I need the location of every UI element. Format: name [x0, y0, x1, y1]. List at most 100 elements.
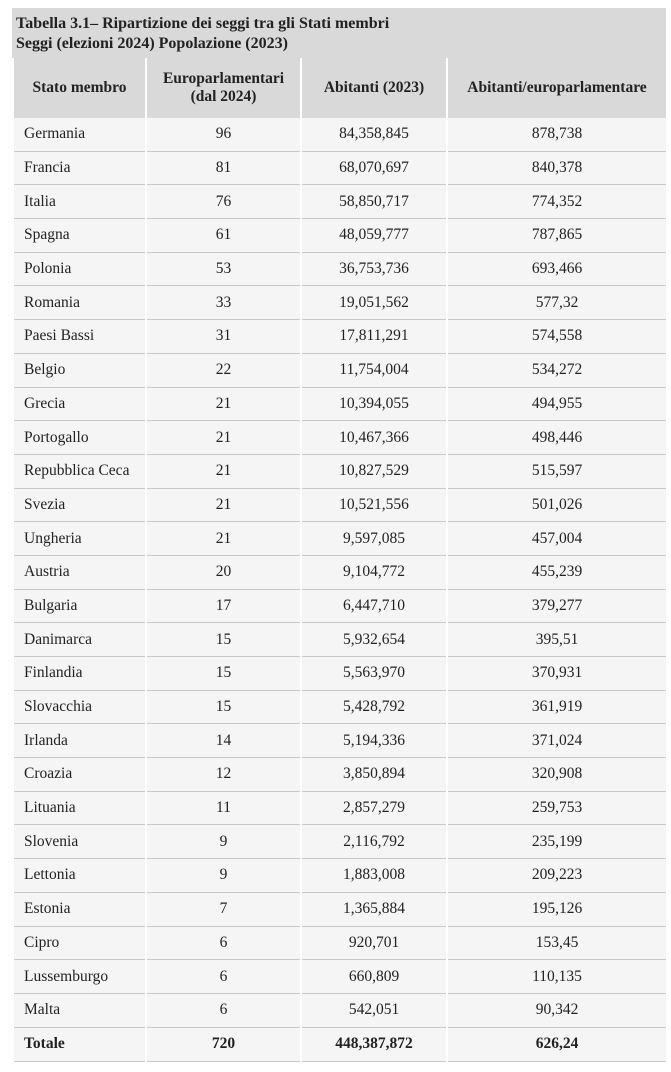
table-cell: 534,272 — [446, 353, 668, 388]
table-row: Portogallo 21 10,467,366 498,446 — [12, 420, 668, 455]
table-cell: 320,908 — [446, 757, 668, 792]
table-row: Malta 6 542,051 90,342 — [12, 993, 668, 1028]
table-title: Tabella 3.1– Ripartizione dei seggi tra … — [12, 8, 666, 58]
table-cell: 660,809 — [300, 959, 448, 994]
table-cell: 379,277 — [446, 589, 668, 624]
table-cell: 68,070,697 — [300, 151, 448, 186]
table-cell: Romania — [12, 285, 147, 321]
table-row: Romania 33 19,051,562 577,32 — [12, 285, 668, 321]
table-cell: 96 — [145, 118, 302, 152]
table-cell: 501,026 — [446, 488, 668, 523]
table-row: Austria 20 9,104,772 455,239 — [12, 555, 668, 590]
table-cell: 574,558 — [446, 319, 668, 354]
table-cell: 19,051,562 — [300, 285, 448, 321]
table-cell: Francia — [12, 151, 147, 186]
table-cell: 90,342 — [446, 993, 668, 1028]
column-header: Europarlamentari (dal 2024) — [145, 58, 302, 118]
total-row: Totale 720 448,387,872 626,24 — [12, 1027, 668, 1062]
table-row: Slovacchia 15 5,428,792 361,919 — [12, 690, 668, 725]
table-cell: 774,352 — [446, 184, 668, 220]
table-cell: 81 — [145, 151, 302, 186]
table-cell: Malta — [12, 993, 147, 1028]
table-cell: 58,850,717 — [300, 184, 448, 220]
table-row: Repubblica Ceca 21 10,827,529 515,597 — [12, 454, 668, 489]
table-cell: 9,104,772 — [300, 555, 448, 590]
table-cell: 5,932,654 — [300, 622, 448, 657]
table-cell: 17 — [145, 589, 302, 624]
table-cell: Lettonia — [12, 858, 147, 893]
table-row: Lussemburgo 6 660,809 110,135 — [12, 959, 668, 994]
table-cell: 48,059,777 — [300, 218, 448, 253]
table-row: Grecia 21 10,394,055 494,955 — [12, 387, 668, 422]
table-cell: 84,358,845 — [300, 118, 448, 152]
table-cell: 577,32 — [446, 285, 668, 321]
table-cell: 21 — [145, 420, 302, 455]
table-head: Stato membro Europarlamentari (dal 2024) A… — [12, 58, 668, 118]
table-cell: 153,45 — [446, 926, 668, 961]
table-cell: Slovenia — [12, 824, 147, 860]
table-row: Danimarca 15 5,932,654 395,51 — [12, 622, 668, 657]
table-row: Germania 96 84,358,845 878,738 — [12, 118, 668, 152]
table-cell: 840,378 — [446, 151, 668, 186]
table-cell: 6,447,710 — [300, 589, 448, 624]
table-cell: Paesi Bassi — [12, 319, 147, 354]
table-cell: 11 — [145, 791, 302, 826]
table-row: Cipro 6 920,701 153,45 — [12, 926, 668, 961]
table-cell: 33 — [145, 285, 302, 321]
table-cell: 498,446 — [446, 420, 668, 455]
table-cell: 10,467,366 — [300, 420, 448, 455]
table-cell: 371,024 — [446, 723, 668, 759]
table-cell: Grecia — [12, 387, 147, 422]
table-cell: 20 — [145, 555, 302, 590]
table-cell: 878,738 — [446, 118, 668, 152]
table-row: Spagna 61 48,059,777 787,865 — [12, 218, 668, 253]
table-cell: 5,428,792 — [300, 690, 448, 725]
table-cell: Slovacchia — [12, 690, 147, 725]
table-cell: Ungheria — [12, 521, 147, 556]
table-cell: 693,466 — [446, 252, 668, 287]
table-cell: 6 — [145, 993, 302, 1028]
table-row: Lituania 11 2,857,279 259,753 — [12, 791, 668, 826]
table-cell: Irlanda — [12, 723, 147, 759]
table-body: Germania 96 84,358,845 878,738 Francia 81 68,0… — [12, 118, 668, 1062]
table-cell: 9,597,085 — [300, 521, 448, 556]
table-cell: 53 — [145, 252, 302, 287]
table-cell: 14 — [145, 723, 302, 759]
table-cell: 209,223 — [446, 858, 668, 893]
table-cell: Spagna — [12, 218, 147, 253]
header-row: Stato membro Europarlamentari (dal 2024) A… — [12, 58, 668, 118]
table-cell: Lituania — [12, 791, 147, 826]
table-cell: 2,857,279 — [300, 791, 448, 826]
table-cell: 21 — [145, 387, 302, 422]
table-cell: 457,004 — [446, 521, 668, 556]
table-cell: 12 — [145, 757, 302, 792]
table-cell: Lussemburgo — [12, 959, 147, 994]
table-row: Svezia 21 10,521,556 501,026 — [12, 488, 668, 523]
table-cell: Danimarca — [12, 622, 147, 657]
table-row: Irlanda 14 5,194,336 371,024 — [12, 723, 668, 759]
table-cell: Austria — [12, 555, 147, 590]
table-cell: 259,753 — [446, 791, 668, 826]
table-cell: Germania — [12, 118, 147, 152]
table-row: Italia 76 58,850,717 774,352 — [12, 184, 668, 220]
table-cell: 2,116,792 — [300, 824, 448, 860]
table-cell: Polonia — [12, 252, 147, 287]
table-cell: 1,365,884 — [300, 892, 448, 927]
title-line: Seggi (elezioni 2024) Popolazione (2023) — [16, 35, 288, 52]
total-cell: 720 — [145, 1027, 302, 1062]
table-cell: Portogallo — [12, 420, 147, 455]
table-cell: 10,394,055 — [300, 387, 448, 422]
table-cell: 21 — [145, 488, 302, 523]
table-cell: 10,521,556 — [300, 488, 448, 523]
table-row: Bulgaria 17 6,447,710 379,277 — [12, 589, 668, 624]
table-row: Belgio 22 11,754,004 534,272 — [12, 353, 668, 388]
table-cell: 21 — [145, 454, 302, 489]
table-cell: Croazia — [12, 757, 147, 792]
column-header: Stato membro — [12, 58, 147, 118]
table-cell: 1,883,008 — [300, 858, 448, 893]
table-row: Ungheria 21 9,597,085 457,004 — [12, 521, 668, 556]
table-cell: 515,597 — [446, 454, 668, 489]
table-cell: 361,919 — [446, 690, 668, 725]
